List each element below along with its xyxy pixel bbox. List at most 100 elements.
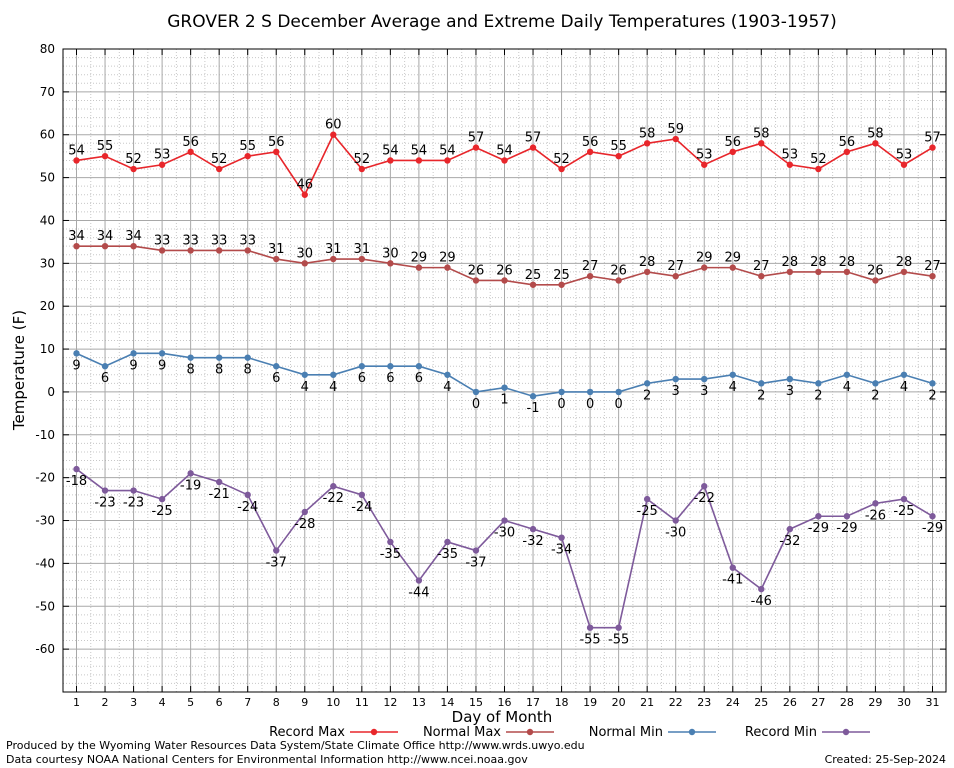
record-max-point <box>786 161 794 168</box>
normal-min-point <box>130 350 137 357</box>
record-max-point <box>529 144 537 151</box>
record-max-data-label: 55 <box>97 139 114 154</box>
normal-max-data-label: 33 <box>239 233 256 248</box>
y-tick-label: 10 <box>40 342 55 356</box>
normal-min-data-label: 6 <box>415 371 423 386</box>
record-max-data-label: 52 <box>354 152 371 167</box>
normal-max-data-label: 27 <box>753 259 770 274</box>
record-max-point <box>73 157 80 164</box>
y-tick-label: -20 <box>35 471 55 485</box>
record-max-data-label: 58 <box>639 126 656 141</box>
normal-max-data-label: 28 <box>839 255 856 270</box>
record-max-data-label: 57 <box>468 131 485 146</box>
normal-max-point <box>672 272 679 280</box>
chart-title: GROVER 2 S December Average and Extreme … <box>167 12 836 32</box>
normal-max-point <box>929 272 936 280</box>
record-max-point <box>872 140 879 147</box>
record-max-point <box>586 148 594 156</box>
normal-min-data-label: 0 <box>586 397 594 412</box>
record-max-data-label: 56 <box>182 135 199 150</box>
normal-min-data-label: 4 <box>729 380 737 395</box>
record-max-data-label: 58 <box>867 126 884 141</box>
normal-min-data-label: 1 <box>500 393 508 408</box>
record-min-data-label: -25 <box>151 504 172 519</box>
y-tick-label: -10 <box>35 428 55 442</box>
record-min-point <box>529 525 537 533</box>
normal-max-data-label: 31 <box>268 242 285 257</box>
record-min-data-label: -55 <box>579 633 600 648</box>
normal-min-data-label: 0 <box>472 397 480 412</box>
x-tick-label: 3 <box>130 696 137 709</box>
record-min-point <box>472 547 480 554</box>
normal-min-point <box>215 354 223 361</box>
y-tick-label: 60 <box>40 128 55 142</box>
record-max-data-label: 57 <box>924 131 941 146</box>
record-min-point <box>101 487 109 494</box>
normal-max-point <box>387 260 394 267</box>
x-tick-label: 9 <box>301 696 308 709</box>
normal-max-point <box>643 268 651 276</box>
x-tick-label: 23 <box>697 696 711 709</box>
y-tick-label: 80 <box>40 42 55 56</box>
normal-max-data-label: 33 <box>211 233 228 248</box>
record-min-point <box>444 538 451 546</box>
normal-max-data-label: 25 <box>553 268 570 283</box>
record-min-data-label: -21 <box>209 487 230 502</box>
record-min-point <box>900 495 908 503</box>
normal-max-data-label: 33 <box>154 233 171 248</box>
x-tick-label: 18 <box>555 696 569 709</box>
normal-min-point <box>643 380 651 387</box>
normal-min-data-label: 2 <box>928 388 936 403</box>
normal-min-data-label: 3 <box>700 384 708 399</box>
y-tick-label: 0 <box>47 385 55 399</box>
record-min-point <box>187 470 194 477</box>
normal-min-point <box>872 380 879 387</box>
normal-min-point <box>273 363 280 370</box>
normal-max-point <box>101 242 109 250</box>
normal-max-data-label: 26 <box>468 263 485 278</box>
normal-max-point <box>472 277 480 284</box>
normal-min-legend-marker <box>688 728 696 736</box>
normal-min-point <box>187 354 194 361</box>
record-max-point <box>758 140 765 147</box>
record-max-data-label: 53 <box>896 148 913 163</box>
record-max-data-label: 54 <box>439 143 456 158</box>
normal-min-point <box>672 375 679 383</box>
normal-max-point <box>187 247 194 254</box>
normal-max-point <box>815 268 822 276</box>
record-min-data-label: -44 <box>408 586 429 601</box>
normal-max-legend-marker <box>526 728 534 736</box>
x-tick-label: 22 <box>669 696 683 709</box>
normal-min-point <box>472 388 480 396</box>
normal-max-point <box>330 255 337 263</box>
x-tick-label: 15 <box>469 696 483 709</box>
record-min-data-label: -55 <box>608 633 629 648</box>
normal-min-point <box>758 380 765 387</box>
record-max-data-label: 53 <box>782 148 799 163</box>
normal-min-point <box>615 388 622 396</box>
record-max-data-label: 55 <box>610 139 627 154</box>
record-min-data-label: -29 <box>808 521 829 536</box>
record-min-point <box>158 495 166 503</box>
normal-min-point <box>330 371 337 378</box>
record-min-point <box>273 547 280 554</box>
normal-max-data-label: 31 <box>325 242 342 257</box>
record-min-data-label: -26 <box>865 508 886 523</box>
normal-max-point <box>729 264 736 271</box>
normal-min-point <box>786 375 794 383</box>
x-tick-label: 10 <box>326 696 340 709</box>
normal-max-data-label: 28 <box>810 255 827 270</box>
y-tick-label: -40 <box>35 556 55 570</box>
record-max-point <box>643 140 651 147</box>
created-date: Created: 25-Sep-2024 <box>825 753 946 766</box>
record-max-point <box>843 148 851 156</box>
normal-max-point <box>273 255 280 263</box>
normal-max-data-label: 25 <box>525 268 542 283</box>
x-tick-label: 2 <box>102 696 109 709</box>
x-tick-label: 27 <box>811 696 825 709</box>
normal-min-data-label: 3 <box>786 384 794 399</box>
y-tick-label: 50 <box>40 171 55 185</box>
normal-max-data-label: 34 <box>68 229 85 244</box>
record-min-data-label: -30 <box>665 526 686 541</box>
x-tick-label: 28 <box>840 696 854 709</box>
